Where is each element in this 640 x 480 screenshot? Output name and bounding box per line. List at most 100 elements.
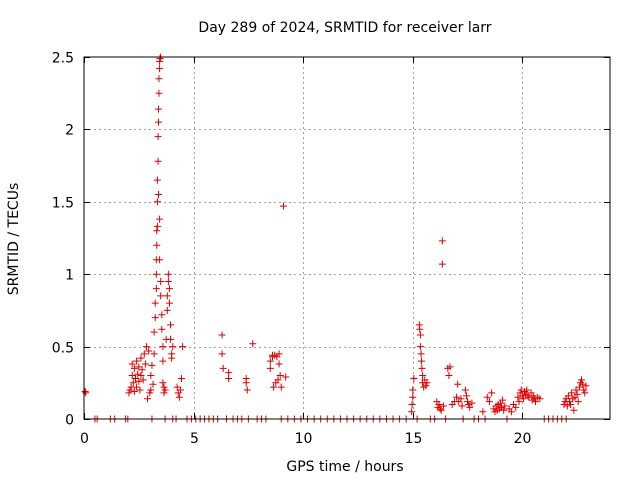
data-point — [179, 343, 187, 351]
data-point — [437, 406, 445, 414]
data-point — [136, 386, 144, 394]
data-point — [570, 406, 578, 414]
data-point — [417, 350, 425, 358]
data-point — [515, 398, 523, 406]
data-point — [531, 398, 539, 406]
data-point — [132, 374, 140, 382]
data-point — [242, 379, 250, 387]
data-point — [488, 389, 496, 397]
data-point — [130, 364, 138, 372]
x-tick-label: 5 — [190, 431, 199, 447]
data-point — [159, 357, 167, 365]
data-point — [507, 408, 515, 416]
data-point — [169, 343, 177, 351]
data-point — [416, 325, 424, 333]
data-point — [144, 395, 152, 403]
data-point — [155, 89, 163, 97]
data-point — [160, 389, 168, 397]
x-tick-label: 0 — [80, 431, 89, 447]
data-point — [457, 395, 465, 403]
data-point — [133, 383, 141, 391]
y-tick-label: 1.5 — [52, 196, 74, 212]
data-point — [135, 363, 143, 371]
data-point — [419, 372, 427, 380]
data-point — [156, 65, 164, 73]
data-point — [163, 306, 171, 314]
y-tick-label: 0 — [65, 413, 74, 429]
data-point — [140, 350, 148, 358]
data-point — [151, 299, 159, 307]
data-point — [141, 360, 149, 368]
data-point — [578, 376, 586, 384]
data-point — [153, 176, 161, 184]
data-point — [275, 350, 283, 358]
data-point — [266, 364, 274, 372]
data-point — [176, 386, 184, 394]
data-point — [153, 198, 161, 206]
data-point — [139, 376, 147, 384]
data-point — [219, 364, 227, 372]
data-point — [445, 372, 453, 380]
data-point — [164, 277, 172, 285]
data-point — [523, 386, 531, 394]
data-point — [501, 402, 509, 410]
axis-tick-labels: 0 5 10 15 20 0 0.5 1 1.5 2 2.5 — [52, 51, 532, 448]
data-point — [146, 389, 154, 397]
axis-ticks — [84, 57, 610, 420]
chart-title: Day 289 of 2024, SRMTID for receiver lar… — [198, 20, 491, 36]
data-point — [560, 401, 568, 409]
data-point — [165, 285, 173, 293]
data-point — [128, 372, 136, 380]
data-point — [464, 398, 472, 406]
data-point — [133, 357, 141, 365]
data-point — [468, 399, 476, 407]
data-point — [416, 331, 424, 339]
data-point — [163, 292, 171, 300]
data-point — [130, 387, 138, 395]
data-point — [155, 118, 163, 126]
data-point — [159, 379, 167, 387]
data-point — [225, 374, 233, 382]
data-point — [462, 392, 470, 400]
x-tick-label: 20 — [514, 431, 532, 447]
data-point — [147, 386, 155, 394]
data-point — [416, 343, 424, 351]
data-point — [125, 389, 133, 397]
data-point — [82, 389, 90, 397]
data-point — [500, 406, 508, 414]
data-point — [483, 393, 491, 401]
data-point — [145, 347, 153, 355]
data-point — [155, 75, 163, 83]
data-point — [499, 396, 507, 404]
data-point — [568, 389, 576, 397]
data-points — [81, 53, 590, 423]
data-point — [512, 403, 520, 411]
plot-frame — [83, 56, 611, 420]
data-point — [147, 372, 155, 380]
data-point — [173, 383, 181, 391]
data-point — [155, 105, 163, 113]
data-point — [161, 386, 169, 394]
data-point — [409, 393, 417, 401]
data-point — [178, 374, 186, 382]
data-point — [565, 398, 573, 406]
data-point — [155, 191, 163, 199]
data-point — [454, 380, 462, 388]
data-point — [152, 270, 160, 278]
data-point — [135, 377, 143, 385]
data-point — [153, 241, 161, 249]
data-point — [157, 277, 165, 285]
data-point — [149, 380, 157, 388]
data-point — [582, 382, 590, 390]
data-point — [81, 387, 89, 395]
data-point — [150, 350, 158, 358]
data-point — [156, 215, 164, 223]
data-point — [446, 363, 454, 371]
data-point — [218, 331, 226, 339]
data-point — [563, 402, 571, 410]
grid-lines — [84, 57, 610, 419]
data-point — [138, 366, 146, 374]
data-point — [465, 401, 473, 409]
data-point — [152, 285, 160, 293]
